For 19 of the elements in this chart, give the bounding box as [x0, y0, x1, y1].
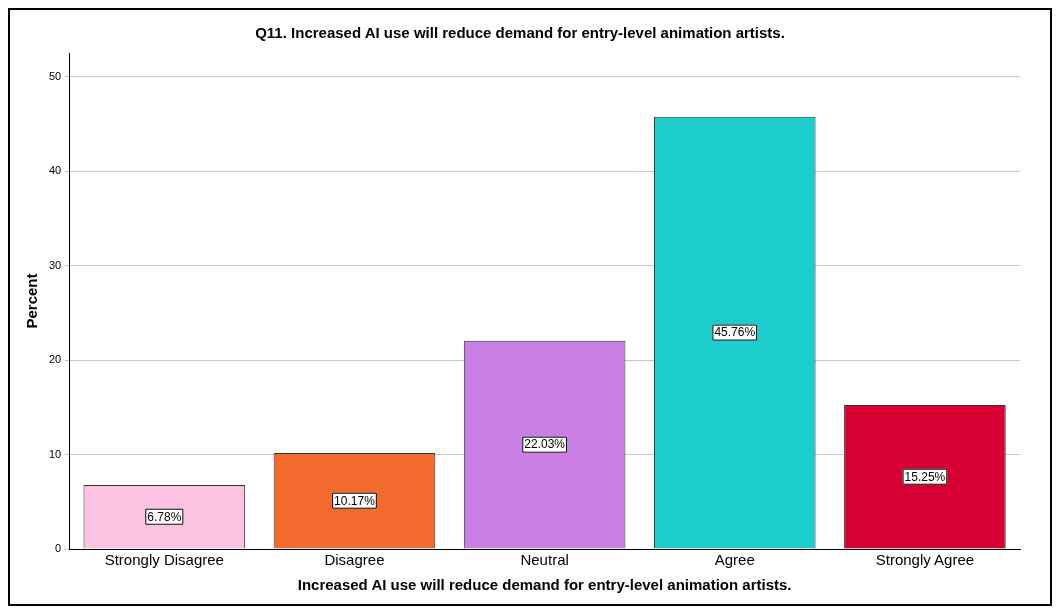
chart-title: Q11. Increased AI use will reduce demand for entry-level animation artists.	[255, 24, 785, 42]
x-axis-title: Increased AI use will reduce demand for entry-level animation artists.	[297, 576, 792, 594]
data-label: 15.25%	[904, 469, 946, 484]
y-axis-title: Percent	[23, 273, 41, 329]
y-tick-label: 0	[55, 542, 62, 555]
y-tick-label: 10	[48, 447, 62, 460]
x-tick-label: Strongly Disagree	[104, 551, 224, 569]
y-tick-label: 50	[48, 69, 62, 82]
x-tick-label: Strongly Agree	[875, 551, 975, 569]
x-tick-label: Disagree	[324, 551, 385, 569]
x-tick-label: Neutral	[520, 551, 569, 569]
data-label: 22.03%	[524, 437, 566, 452]
y-tick-label: 20	[48, 353, 62, 366]
data-label: 45.76%	[714, 325, 756, 340]
y-tick-label: 40	[48, 164, 62, 177]
y-tick-label: 30	[48, 258, 62, 271]
data-label: 10.17%	[334, 493, 376, 508]
data-label: 6.78%	[147, 509, 182, 524]
x-tick-label: Agree	[714, 551, 755, 569]
